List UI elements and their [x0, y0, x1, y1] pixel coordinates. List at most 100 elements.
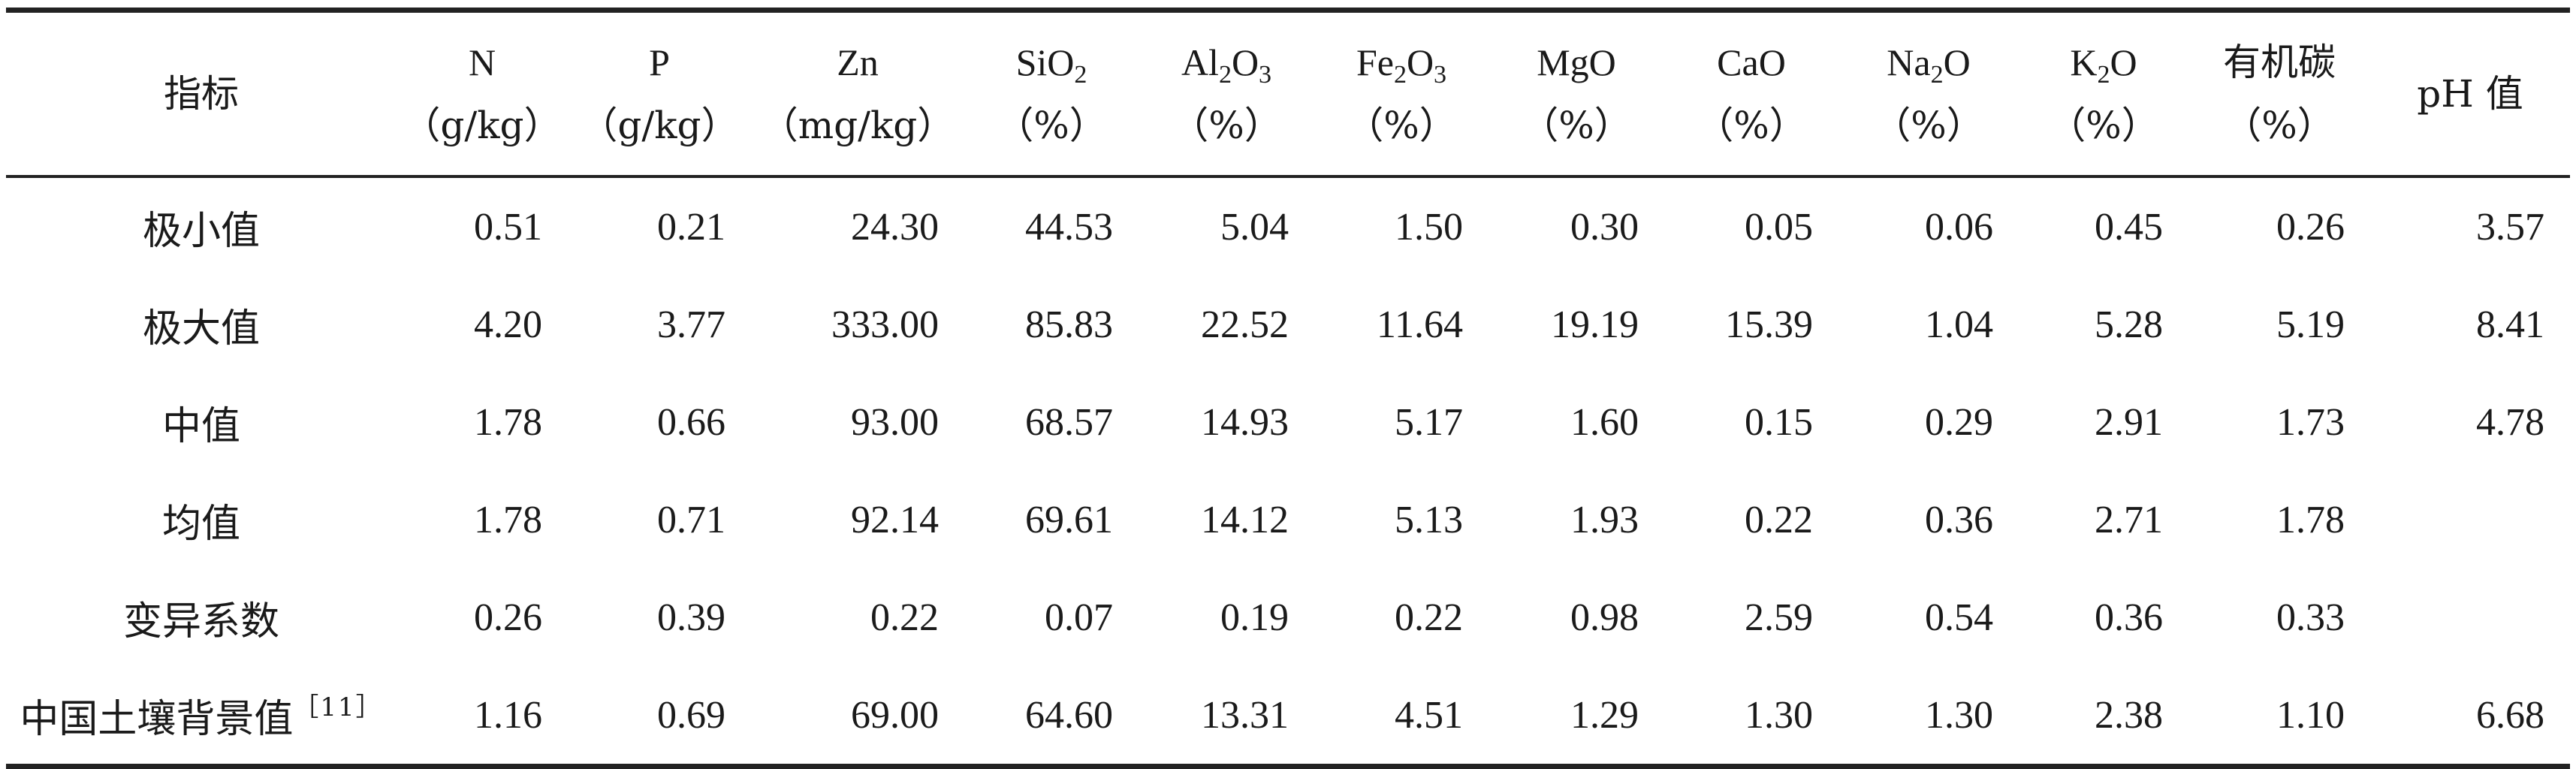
column-header-10: 有机碳 （%） — [2188, 10, 2370, 178]
row-label-cell: 变异系数 — [6, 568, 397, 666]
table-row: 中值 1.78 0.66 93.00 68.57 14.93 5.17 1.60 0.15 0.2… — [6, 373, 2570, 471]
column-name: CaO — [1664, 31, 1838, 94]
value-cell: 15.39 — [1725, 303, 1813, 346]
value-cell: 5.17 — [1395, 400, 1463, 444]
column-name: Zn — [751, 31, 964, 94]
column-name: 有机碳 — [2188, 31, 2370, 94]
value-cell: 0.21 — [657, 205, 725, 249]
column-unit: （%） — [2224, 104, 2335, 147]
column-name: Al2O3 — [1139, 31, 1314, 94]
reference-superscript: ［11］ — [293, 692, 383, 722]
column-unit: （%） — [1346, 104, 1457, 147]
value-cell: 0.98 — [1570, 596, 1639, 639]
column-header-5: Fe2O3 （%） — [1314, 10, 1489, 178]
value-cell: 4.78 — [2476, 400, 2544, 444]
value-cell: 0.36 — [1925, 498, 1993, 541]
value-cell: 1.30 — [1925, 693, 1993, 737]
value-cell: 1.78 — [2276, 498, 2345, 541]
subscript-text: 2 — [1930, 61, 1944, 89]
value-cell: 44.53 — [1025, 205, 1113, 249]
row-label-cell: 极大值 — [6, 276, 397, 373]
row-label-cell: 中国土壤背景值［11］ — [6, 666, 397, 767]
row-label: 中国土壤背景值 — [20, 696, 294, 742]
column-header-0: N （g/kg） — [397, 10, 568, 178]
value-cell: 1.73 — [2276, 400, 2345, 444]
column-name: pH 值 — [2370, 62, 2570, 125]
value-cell: 24.30 — [851, 205, 939, 249]
table-row: 极大值 4.20 3.77 333.00 85.83 22.52 11.64 19.19 15.… — [6, 276, 2570, 373]
value-cell: 2.38 — [2095, 693, 2163, 737]
row-label-cell: 极小值 — [6, 176, 397, 276]
header-row: 指标 N （g/kg） P （g/kg） Zn （mg/kg） SiO2 （%） Al2O3 （%… — [6, 10, 2570, 178]
column-name-text: 有机碳 — [2223, 41, 2336, 84]
column-name: Na2O — [1838, 31, 2019, 94]
value-cell: 0.15 — [1745, 400, 1813, 444]
value-cell: 0.33 — [2276, 596, 2345, 639]
subscript-text: 2 — [1393, 61, 1407, 89]
value-cell: 0.29 — [1925, 400, 1993, 444]
column-header-3: SiO2 （%） — [964, 10, 1139, 178]
value-cell: 1.93 — [1570, 498, 1639, 541]
value-cell: 19.19 — [1551, 303, 1639, 346]
value-cell: 64.60 — [1025, 693, 1113, 737]
value-cell: 0.22 — [1395, 596, 1463, 639]
table-row: 变异系数 0.26 0.39 0.22 0.07 0.19 0.22 0.98 2.59 0.54… — [6, 568, 2570, 666]
value-cell: 0.22 — [870, 596, 939, 639]
row-label-cell: 均值 — [6, 471, 397, 568]
value-cell: 3.77 — [657, 303, 725, 346]
column-name: K2O — [2019, 31, 2188, 94]
value-cell: 69.61 — [1025, 498, 1113, 541]
column-name: Fe2O3 — [1314, 31, 1489, 94]
column-unit: （g/kg） — [403, 104, 562, 147]
column-header-9: K2O （%） — [2019, 10, 2188, 178]
value-cell: 0.26 — [2276, 205, 2345, 249]
value-cell: 0.07 — [1045, 596, 1113, 639]
table-row: 均值 1.78 0.71 92.14 69.61 14.12 5.13 1.93 0.22 0.3… — [6, 471, 2570, 568]
value-cell: 92.14 — [851, 498, 939, 541]
soil-statistics-table: 指标 N （g/kg） P （g/kg） Zn （mg/kg） SiO2 （%） Al2O3 （%… — [6, 8, 2570, 769]
subscript-text: 3 — [1434, 61, 1447, 89]
table-body: 极小值 0.51 0.21 24.30 44.53 5.04 1.50 0.30 0.05 0.0… — [6, 176, 2570, 767]
value-cell: 1.16 — [474, 693, 542, 737]
row-label: 极小值 — [142, 208, 260, 254]
value-cell: 2.59 — [1745, 596, 1813, 639]
subscript-text: 2 — [1074, 61, 1087, 89]
value-cell: 0.39 — [657, 596, 725, 639]
column-name-text: N — [468, 41, 496, 83]
value-cell: 85.83 — [1025, 303, 1113, 346]
value-cell: 1.30 — [1745, 693, 1813, 737]
value-cell: 333.00 — [831, 303, 939, 346]
table-row: 极小值 0.51 0.21 24.30 44.53 5.04 1.50 0.30 0.05 0.0… — [6, 176, 2570, 276]
column-unit: （mg/kg） — [760, 104, 955, 147]
column-unit: （%） — [1873, 104, 1984, 147]
value-cell: 1.78 — [474, 498, 542, 541]
data-table-container: 指标 N （g/kg） P （g/kg） Zn （mg/kg） SiO2 （%） Al2O3 （%… — [6, 8, 2570, 769]
value-cell: 2.91 — [2095, 400, 2163, 444]
value-cell: 3.57 — [2476, 205, 2544, 249]
subscript-text: 2 — [1218, 61, 1232, 89]
column-header-2: Zn （mg/kg） — [751, 10, 964, 178]
column-unit: （g/kg） — [580, 104, 739, 147]
row-label: 中值 — [161, 403, 240, 449]
column-header-11: pH 值 — [2370, 10, 2570, 178]
corner-header-label: 指标 — [164, 72, 239, 116]
column-header-4: Al2O3 （%） — [1139, 10, 1314, 178]
value-cell: 5.19 — [2276, 303, 2345, 346]
corner-header-cell: 指标 — [6, 10, 397, 178]
value-cell: 14.93 — [1201, 400, 1289, 444]
value-cell: 1.50 — [1395, 205, 1463, 249]
value-cell: 0.05 — [1745, 205, 1813, 249]
value-cell: 0.45 — [2095, 205, 2163, 249]
column-header-1: P （g/kg） — [568, 10, 751, 178]
value-cell: 1.10 — [2276, 693, 2345, 737]
value-cell — [2370, 471, 2570, 568]
column-unit: （%） — [1171, 104, 1282, 147]
value-cell: 0.26 — [474, 596, 542, 639]
value-cell: 69.00 — [851, 693, 939, 737]
value-cell: 0.30 — [1570, 205, 1639, 249]
value-cell: 0.51 — [474, 205, 542, 249]
column-name: MgO — [1489, 31, 1664, 94]
row-label-cell: 中值 — [6, 373, 397, 471]
value-cell: 0.71 — [657, 498, 725, 541]
column-name-text: P — [649, 41, 670, 83]
